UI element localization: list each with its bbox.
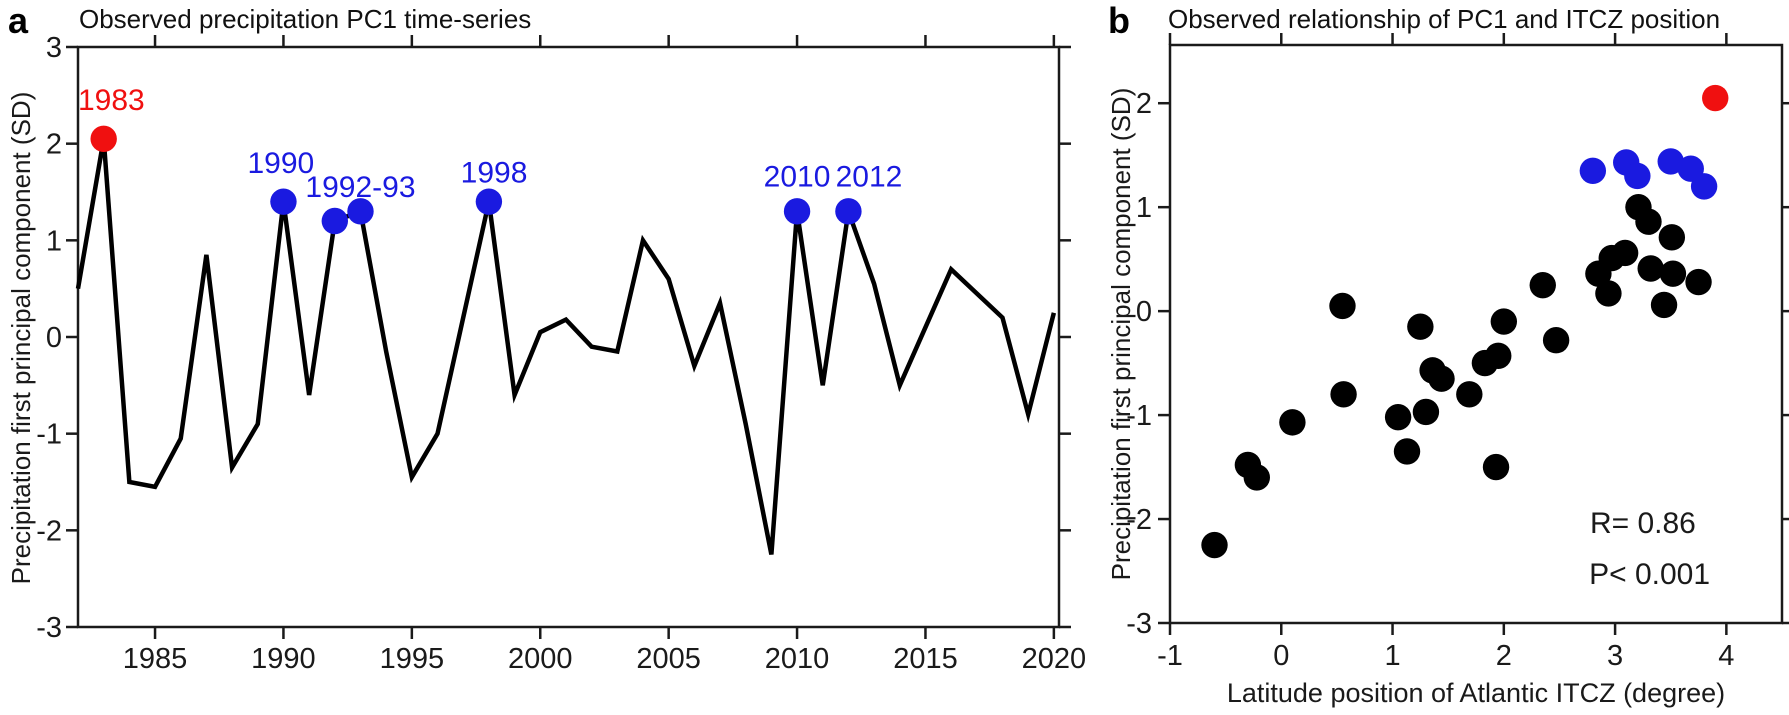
highlight-dot-1998 bbox=[475, 188, 503, 215]
x-tick-label: 2 bbox=[1496, 640, 1512, 672]
y-tick-label: -2 bbox=[36, 515, 62, 547]
panel-b-axes-frame bbox=[1168, 43, 1784, 625]
x-tick-label: 2000 bbox=[508, 643, 573, 675]
scatter-dot-other-years bbox=[1611, 239, 1639, 267]
scatter-dot-other-years bbox=[1428, 365, 1455, 392]
scatter-dot-other-years bbox=[1329, 292, 1356, 320]
y-tick-label: -1 bbox=[1126, 400, 1152, 432]
pc1-time-series-line bbox=[75, 138, 1057, 555]
scatter-dot-other-years bbox=[1529, 271, 1556, 299]
scatter-dot-other-years bbox=[1658, 224, 1686, 251]
x-tick-label: 4 bbox=[1718, 640, 1734, 672]
scatter-dot-other-years bbox=[1650, 291, 1678, 319]
y-tick-label: 1 bbox=[1136, 192, 1152, 224]
x-tick-label: 1990 bbox=[251, 643, 316, 675]
scatter-dot-other-years bbox=[1384, 403, 1412, 431]
scatter-dot-other-years bbox=[1330, 381, 1357, 408]
highlight-dot-2012 bbox=[835, 198, 862, 225]
panel-a-title: Observed precipitation PC1 time-series bbox=[79, 4, 532, 34]
panel-b-title: Observed relationship of PC1 and ITCZ po… bbox=[1168, 4, 1721, 34]
x-tick-label: 2005 bbox=[636, 643, 701, 675]
stat-annotation: R= 0.86 bbox=[1590, 507, 1696, 540]
x-tick-label: 2020 bbox=[1022, 643, 1087, 675]
highlight-dot-1992 bbox=[321, 207, 349, 235]
year-label: 1992-93 bbox=[305, 171, 415, 204]
y-tick-label: 3 bbox=[46, 32, 62, 64]
highlight-dot-2010 bbox=[783, 198, 811, 225]
scatter-dot-red-1983 bbox=[1702, 84, 1729, 112]
scatter-dot-other-years bbox=[1243, 464, 1270, 491]
y-tick-label: 0 bbox=[46, 322, 62, 354]
scatter-dot-other-years bbox=[1685, 268, 1712, 296]
scatter-dot-other-years bbox=[1635, 208, 1662, 235]
highlight-dot-1993 bbox=[347, 198, 374, 225]
y-tick-label: 1 bbox=[46, 225, 62, 257]
y-tick-label: -3 bbox=[1126, 608, 1152, 640]
x-tick-label: -1 bbox=[1157, 640, 1183, 672]
stat-annotation: P< 0.001 bbox=[1589, 558, 1710, 591]
scatter-dot-other-years bbox=[1412, 398, 1440, 426]
scatter-dot-other-years bbox=[1637, 255, 1664, 282]
scatter-dot-other-years bbox=[1485, 342, 1512, 370]
scatter-dot-other-years bbox=[1482, 453, 1510, 481]
scatter-dot-other-years bbox=[1201, 531, 1228, 559]
year-label: 2010 bbox=[764, 161, 831, 194]
x-tick-label: 2010 bbox=[765, 643, 830, 675]
year-label: 2012 bbox=[836, 161, 903, 194]
scatter-dot-blue-highlight-years bbox=[1579, 157, 1607, 184]
x-tick-label: 1995 bbox=[380, 643, 445, 675]
x-tick-label: 0 bbox=[1273, 640, 1289, 672]
x-tick-label: 1 bbox=[1384, 640, 1400, 672]
scatter-dot-other-years bbox=[1279, 409, 1306, 436]
scatter-dot-other-years bbox=[1490, 308, 1518, 335]
panel-a-axes-frame bbox=[76, 45, 1061, 629]
scatter-dot-blue-highlight-years bbox=[1624, 162, 1651, 190]
scatter-dot-other-years bbox=[1407, 313, 1434, 340]
panel-b-letter: b bbox=[1108, 0, 1130, 41]
highlight-dot-1990 bbox=[270, 188, 297, 215]
y-tick-label: 2 bbox=[46, 129, 62, 161]
y-tick-label: 2 bbox=[1136, 88, 1152, 120]
scatter-dot-other-years bbox=[1595, 280, 1622, 307]
panel-b-x-axis-label: Latitude position of Atlantic ITCZ (degr… bbox=[1226, 678, 1726, 708]
scatter-dot-other-years bbox=[1456, 381, 1483, 408]
x-tick-label: 2015 bbox=[893, 643, 958, 675]
year-label: 1998 bbox=[461, 157, 528, 190]
year-label: 1990 bbox=[248, 147, 315, 180]
x-tick-label: 3 bbox=[1607, 640, 1623, 672]
y-tick-label: -2 bbox=[1126, 504, 1152, 536]
panel-a-letter: a bbox=[8, 0, 29, 41]
y-tick-label: 0 bbox=[1136, 296, 1152, 328]
scatter-dot-other-years bbox=[1393, 438, 1421, 465]
x-tick-label: 1985 bbox=[123, 643, 188, 675]
y-tick-label: -3 bbox=[36, 612, 62, 644]
scatter-dot-other-years bbox=[1659, 260, 1687, 287]
scatter-dot-blue-highlight-years bbox=[1690, 173, 1718, 200]
scatter-dot-blue-highlight-years bbox=[1657, 148, 1684, 175]
year-label: 1983 bbox=[78, 84, 145, 117]
y-tick-label: -1 bbox=[36, 419, 62, 451]
scatter-dot-other-years bbox=[1542, 327, 1570, 354]
highlight-dot-1983 bbox=[90, 125, 117, 153]
